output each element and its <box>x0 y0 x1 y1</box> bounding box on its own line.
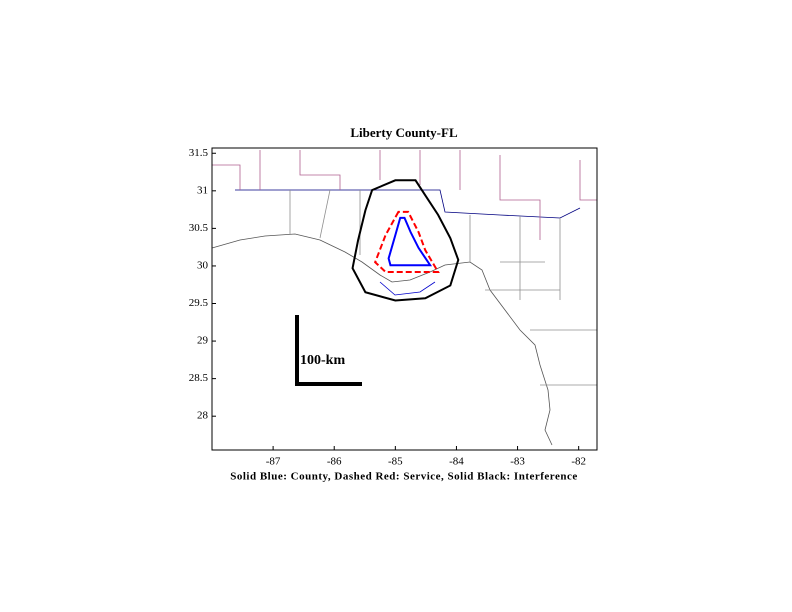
x-tick-label: -87 <box>266 456 281 468</box>
y-tick-label: 30.5 <box>189 222 209 234</box>
x-tick-label: -85 <box>388 456 403 468</box>
contour <box>387 216 433 267</box>
x-tick-label: -84 <box>449 456 464 468</box>
y-tick-label: 29 <box>197 335 209 347</box>
plot-frame <box>211 147 598 451</box>
chart-title: Liberty County-FL <box>350 125 458 140</box>
x-axis-caption: Solid Blue: County, Dashed Red: Service,… <box>230 471 578 483</box>
x-tick-label: -83 <box>510 456 525 468</box>
x-tick-label: -86 <box>327 456 342 468</box>
scale-bar: 100-km <box>295 315 362 386</box>
y-tick-label: 28 <box>197 410 209 422</box>
geography <box>211 150 597 446</box>
y-tick-label: 31 <box>197 184 208 196</box>
y-tick-label: 28.5 <box>189 372 209 384</box>
contour <box>351 179 460 302</box>
y-tick-label: 29.5 <box>189 297 209 309</box>
scale-label: 100-km <box>300 353 345 368</box>
x-tick-label: -82 <box>571 456 586 468</box>
contour <box>373 210 440 273</box>
y-tick-label: 31.5 <box>189 147 209 159</box>
y-tick-label: 30 <box>197 259 209 271</box>
